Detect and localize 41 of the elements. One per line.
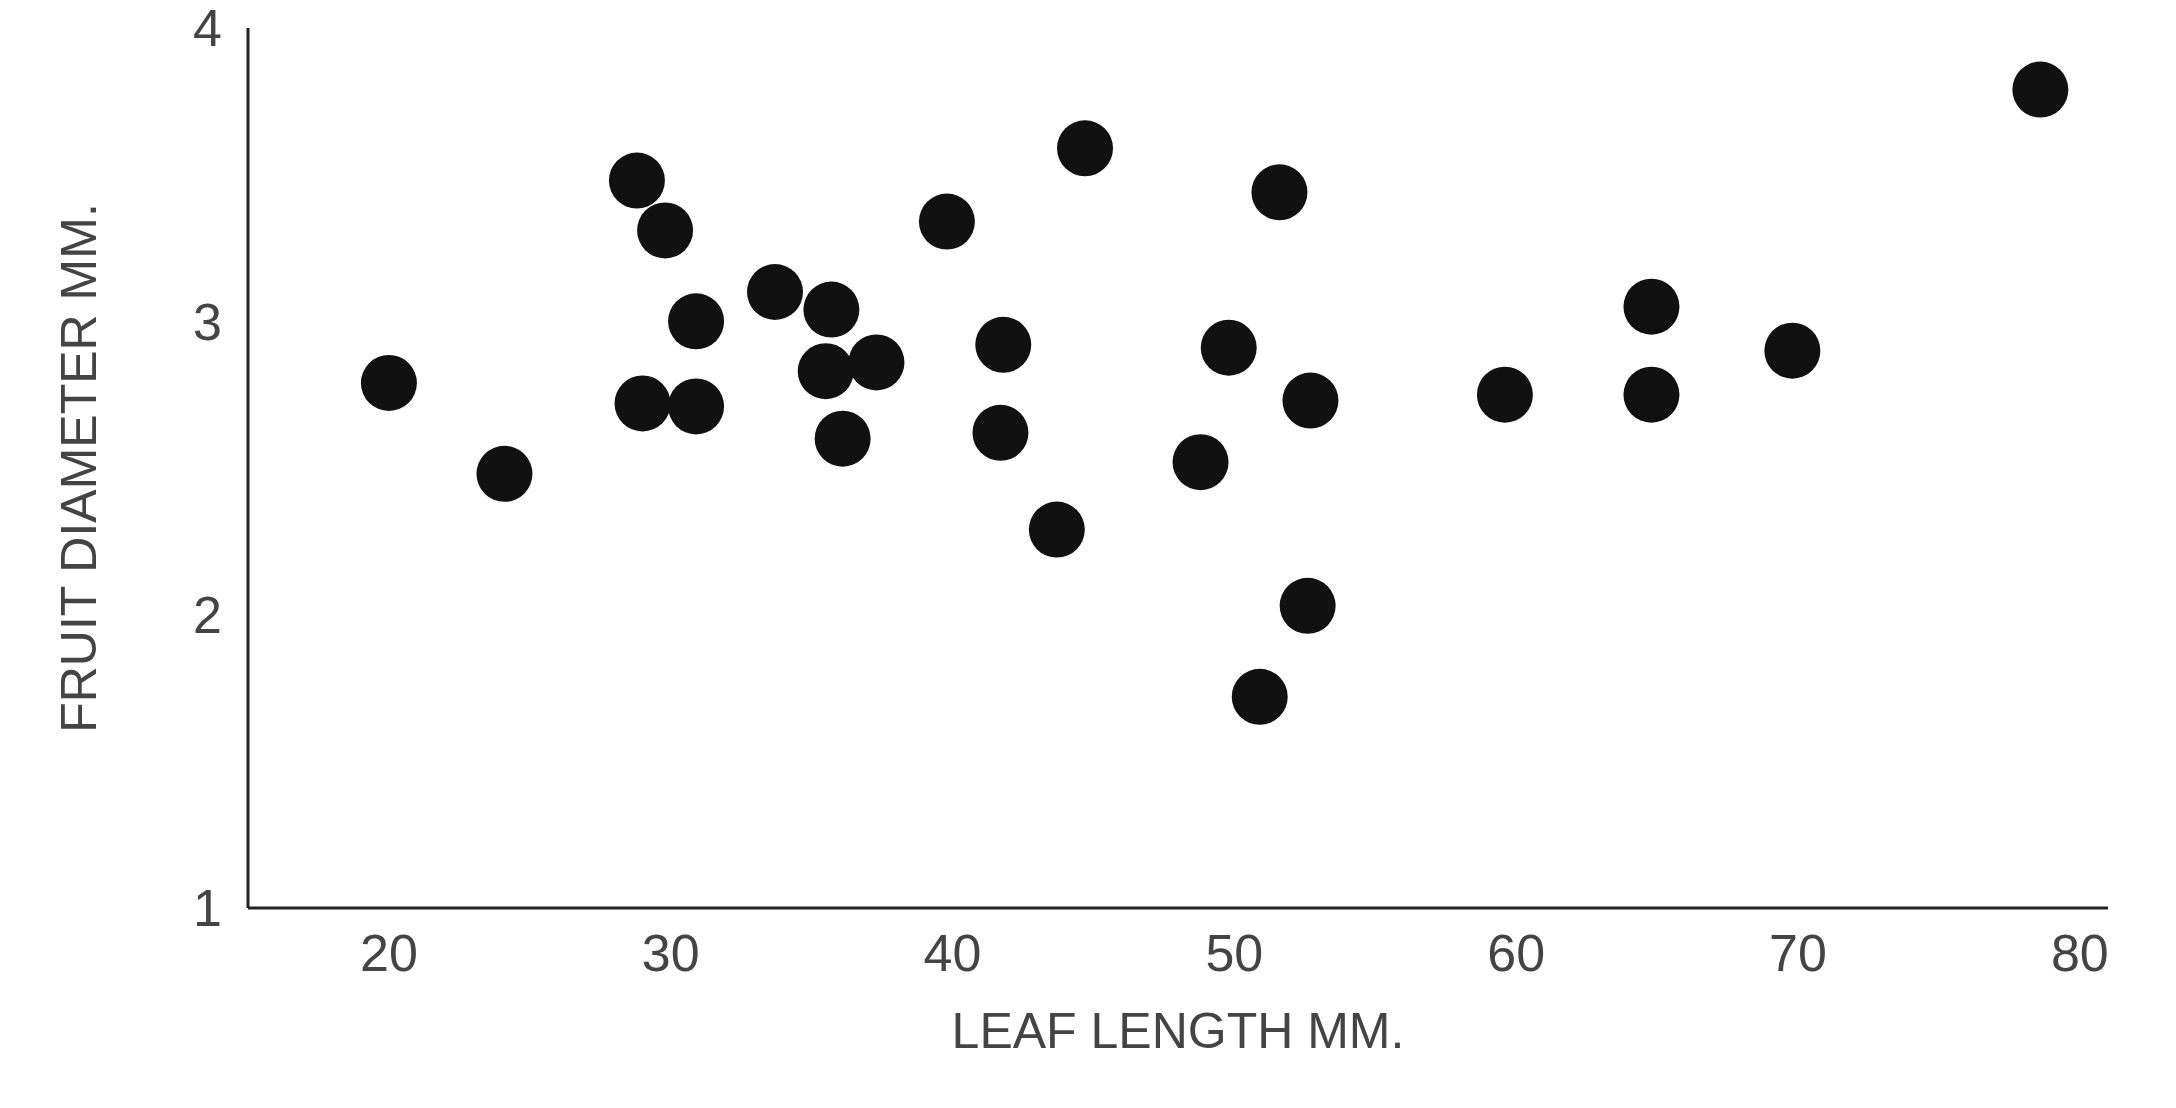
x-tick-label: 60: [1487, 923, 1546, 982]
point: [803, 281, 860, 338]
point: [2012, 61, 2069, 118]
point: [1028, 501, 1085, 558]
point: [1623, 278, 1680, 335]
point: [814, 410, 871, 467]
point: [972, 404, 1029, 461]
y-tick-label: 2: [193, 586, 222, 645]
point: [1200, 319, 1257, 376]
y-axis-title: FRUIT DIAMETER MM.: [50, 203, 107, 733]
point: [668, 378, 725, 435]
x-tick-label: 20: [359, 923, 418, 982]
point: [1251, 164, 1308, 221]
x-tick-label: 40: [923, 923, 982, 982]
x-tick-label: 50: [1205, 923, 1264, 982]
point: [1057, 120, 1113, 177]
y-tick-label: 4: [193, 0, 222, 58]
point: [1231, 668, 1288, 725]
y-tick-label: 3: [193, 292, 222, 351]
point: [918, 193, 975, 250]
point: [797, 343, 854, 400]
point: [1623, 366, 1680, 423]
point: [975, 316, 1032, 373]
point: [360, 354, 417, 411]
point: [637, 202, 694, 259]
x-axis-title: LEAF LENGTH MM.: [951, 1003, 1405, 1059]
y-tick-label: 1: [193, 879, 222, 938]
x-tick-label: 80: [2050, 923, 2109, 982]
x-tick-label: 30: [641, 923, 700, 982]
point: [608, 152, 665, 209]
point: [1476, 366, 1533, 423]
point: [747, 264, 803, 320]
point: [848, 334, 905, 391]
point: [668, 293, 725, 350]
point: [1279, 577, 1336, 634]
point: [476, 445, 533, 502]
point: [1172, 434, 1229, 491]
x-tick-label: 70: [1769, 923, 1827, 982]
point: [614, 375, 671, 432]
point: [1764, 322, 1821, 379]
point: [1282, 372, 1339, 429]
